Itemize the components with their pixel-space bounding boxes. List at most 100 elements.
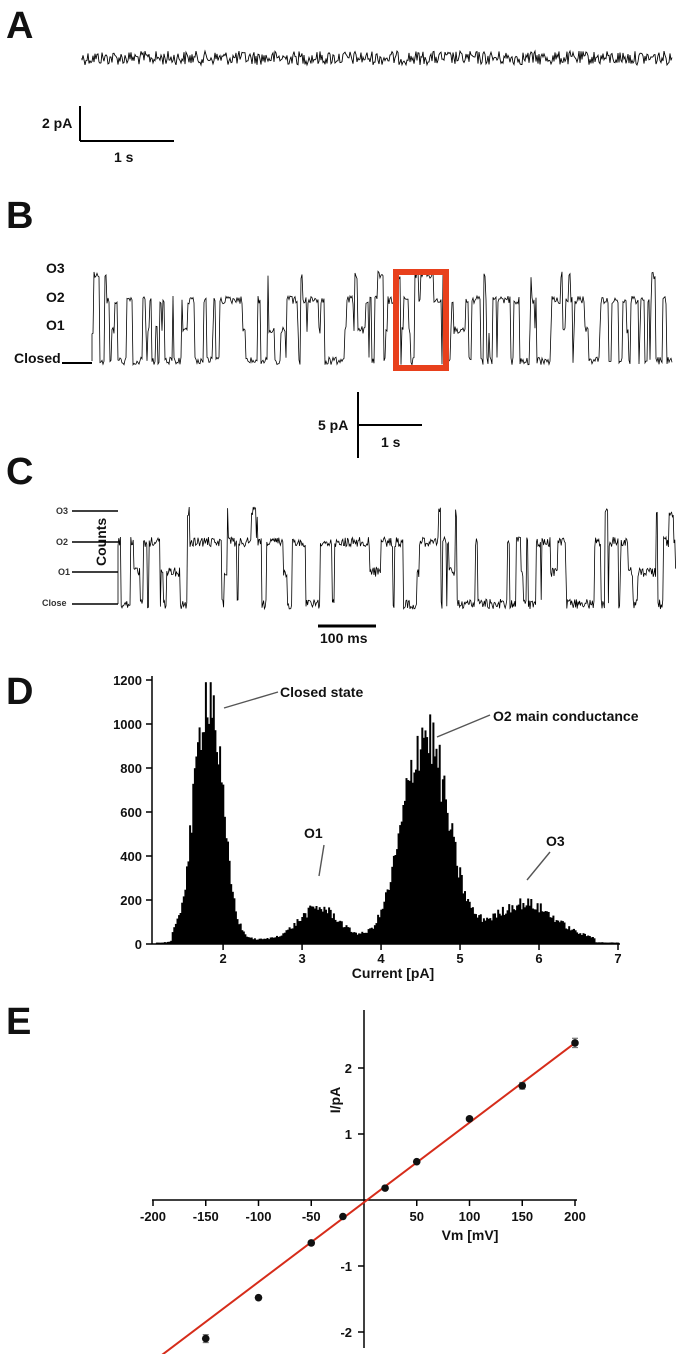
histogram-bar xyxy=(329,909,332,944)
histogram-bar xyxy=(302,913,305,944)
x-tick-label-e: -150 xyxy=(193,1209,219,1224)
histogram-bar xyxy=(446,812,449,944)
histogram-bar xyxy=(497,909,500,944)
histogram-bar xyxy=(536,903,539,944)
histogram-bar xyxy=(179,913,182,944)
histogram-bar xyxy=(348,927,351,944)
histogram-bar xyxy=(517,904,520,944)
histogram-bar xyxy=(543,912,545,944)
histogram-bar xyxy=(528,905,531,944)
histogram-bar xyxy=(328,907,331,944)
y-tick-label-d: 1200 xyxy=(113,673,142,688)
histogram-bar xyxy=(242,931,245,944)
histogram-bar xyxy=(282,933,285,944)
histogram-bar xyxy=(225,838,228,944)
histogram-bar xyxy=(167,941,169,944)
histogram-bar xyxy=(454,841,457,944)
histogram-bar xyxy=(261,939,264,944)
histogram-bar xyxy=(467,899,470,944)
histogram-bar xyxy=(408,780,411,944)
histogram-bar xyxy=(203,732,206,944)
histogram-bar xyxy=(588,936,591,944)
histogram-bar xyxy=(325,909,327,944)
histogram-bar xyxy=(230,884,233,944)
histogram-bar xyxy=(212,695,215,944)
histogram-bar xyxy=(554,922,556,944)
scalebar-a-y-label: 2 pA xyxy=(42,115,72,131)
histogram-bar xyxy=(293,923,296,944)
histogram-bar xyxy=(220,782,223,944)
histogram-bar xyxy=(339,920,342,944)
x-tick-label-e: -50 xyxy=(302,1209,321,1224)
histogram-bar xyxy=(165,942,168,944)
data-point-e xyxy=(307,1239,316,1247)
histogram-bar xyxy=(563,922,566,944)
histogram-bar xyxy=(533,909,536,944)
histogram-bar xyxy=(525,905,528,944)
histogram-bar xyxy=(492,913,495,944)
histogram-bar xyxy=(222,784,225,944)
histogram-bar xyxy=(189,825,192,944)
histogram-bar xyxy=(415,769,417,944)
x-tick-label-d: 7 xyxy=(614,951,621,966)
histogram-bar xyxy=(214,730,217,944)
histogram-bar xyxy=(347,927,350,944)
iv-plot-e: -200 -150 -100 -50 50 100 150 200 -2 -1 1 2 Vm [mV] I… xyxy=(140,1010,586,1354)
histogram-bar xyxy=(309,905,312,944)
histogram-bar xyxy=(487,918,490,944)
histogram-bar xyxy=(503,914,506,944)
histogram-bar xyxy=(601,942,604,944)
histogram-bar xyxy=(516,905,519,944)
histogram-bar xyxy=(558,922,561,944)
histogram-bar xyxy=(171,932,174,944)
histogram-bar xyxy=(227,841,229,944)
histogram-bar xyxy=(462,893,465,944)
histogram-bar xyxy=(464,891,466,944)
histogram-bar xyxy=(190,832,193,944)
histogram-bar xyxy=(163,942,166,944)
histogram-bar xyxy=(577,933,580,944)
histogram-bar xyxy=(378,917,381,944)
data-point-e xyxy=(571,1039,579,1047)
histogram-bar xyxy=(539,903,542,944)
x-tick-label-e: 50 xyxy=(410,1209,424,1224)
histogram-bar xyxy=(268,939,271,944)
histogram-bar xyxy=(176,918,179,944)
histogram-bar xyxy=(524,907,526,944)
y-tick-label-d: 200 xyxy=(120,893,142,908)
histogram-bar xyxy=(223,816,226,944)
histogram-bar xyxy=(440,801,443,944)
y-tick-label-d: 400 xyxy=(120,849,142,864)
y-axis-label-e: I/pA xyxy=(327,1087,343,1113)
level-ticks-c xyxy=(72,510,118,605)
histogram-bar xyxy=(375,923,378,944)
histogram-bar xyxy=(295,925,297,944)
histogram-bar xyxy=(287,929,290,944)
histogram-bar xyxy=(509,912,512,944)
histogram-bar xyxy=(250,937,253,944)
histogram-bar xyxy=(233,898,236,944)
histogram-bar xyxy=(355,932,357,944)
histogram-bar xyxy=(429,714,432,944)
histogram-bar xyxy=(306,917,308,944)
histogram-bar xyxy=(385,892,387,944)
histogram-bar xyxy=(555,920,558,944)
histogram-bar xyxy=(170,940,173,944)
histogram-bar xyxy=(337,921,340,944)
histogram-bar xyxy=(206,717,209,944)
histogram-bar xyxy=(476,917,479,944)
histogram-bar xyxy=(274,937,277,944)
histogram-bar xyxy=(427,753,430,944)
x-tick-label-e: 100 xyxy=(459,1209,481,1224)
histogram-bar xyxy=(249,937,252,944)
histogram-bar xyxy=(266,938,269,944)
histogram-bar xyxy=(369,928,372,944)
histogram-bar xyxy=(416,735,419,944)
histogram-bar xyxy=(288,927,291,944)
histogram-bar xyxy=(410,759,413,944)
histogram-bar xyxy=(366,932,368,944)
highlight-box xyxy=(393,269,449,371)
histogram-bar xyxy=(345,925,348,944)
histogram-bar xyxy=(201,732,204,944)
histogram-bar xyxy=(193,768,196,944)
